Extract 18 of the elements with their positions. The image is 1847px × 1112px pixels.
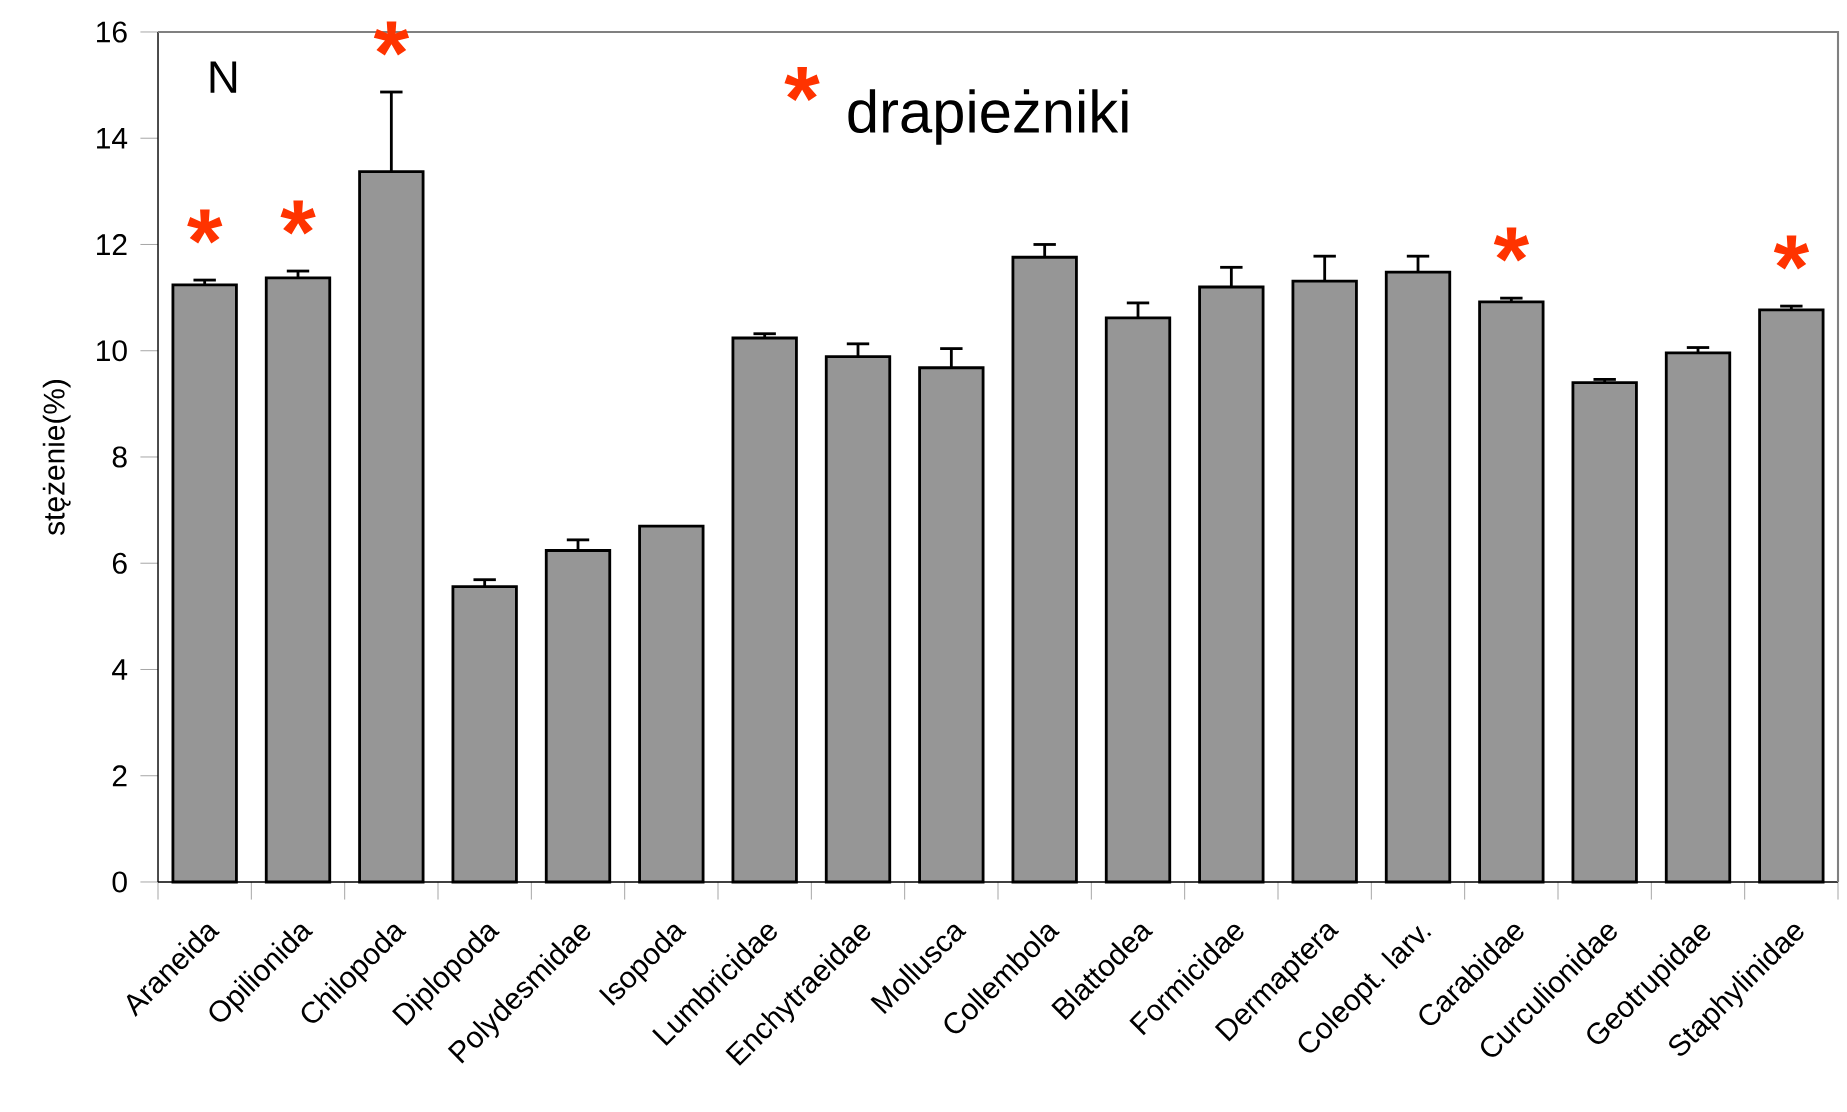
annotation: * [187,209,223,244]
y-tick-label: 10 [97,340,127,362]
y-tick-label: 12 [97,234,127,255]
y-tick-label: 6 [112,552,127,574]
annotation: drapieżniki [848,89,1128,145]
annotation: * [373,21,410,56]
annotation: * [1493,227,1530,262]
annotation: * [784,66,820,101]
y-tick-label: 2 [112,765,127,787]
y-tick-label: 16 [97,21,127,43]
annotation: * [1773,235,1810,270]
y-tick-label: 14 [97,127,128,149]
y-tick-label: 8 [112,446,127,468]
y-tick-label: 0 [112,871,127,893]
y-axis-title: stężenie(%) [42,379,71,536]
annotation: N [210,61,237,93]
y-tick-label: 4 [112,659,128,680]
annotation: * [280,200,316,235]
